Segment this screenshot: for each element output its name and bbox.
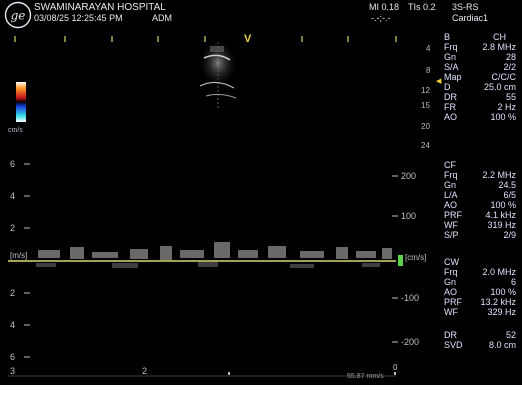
axis-left-label: 6 bbox=[10, 159, 16, 169]
param-key: S/P bbox=[444, 230, 459, 240]
param-key: S/A bbox=[444, 62, 459, 72]
param-value: 2.8 MHz bbox=[482, 42, 516, 52]
param-value: C/C/C bbox=[491, 72, 517, 82]
param-value: 25.0 cm bbox=[483, 82, 516, 92]
cw-doppler-spectrum bbox=[8, 163, 403, 377]
depth-mark-4: 4 bbox=[426, 44, 431, 53]
param-key: Frq bbox=[444, 42, 458, 52]
cw-title: CW bbox=[444, 257, 459, 267]
bmode-label: B bbox=[444, 32, 451, 42]
param-key: AO bbox=[444, 287, 458, 297]
param-value: 319 Hz bbox=[487, 220, 516, 230]
color-bar-unit: cm/s bbox=[8, 127, 23, 134]
status-dashes: -.-;-.- bbox=[371, 13, 391, 23]
param-key: DR bbox=[444, 330, 457, 340]
param-value: 6/5 bbox=[503, 190, 516, 200]
param-key: SVD bbox=[444, 340, 463, 350]
map-indicator-icon: ◀ bbox=[436, 78, 442, 85]
param-value: 52 bbox=[505, 330, 516, 340]
time-label: 2 bbox=[142, 366, 148, 376]
param-key: L/A bbox=[444, 190, 458, 200]
axis-unit-right: [cm/s] bbox=[405, 253, 427, 262]
param-value: 100 % bbox=[490, 287, 516, 297]
axis-left-label: 2 bbox=[10, 288, 16, 298]
ge-logo-icon: ge bbox=[4, 1, 32, 29]
baseline-marker bbox=[398, 255, 403, 266]
bottom-zero: 0 bbox=[393, 363, 398, 372]
param-key: D bbox=[444, 82, 451, 92]
depth-mark-24: 24 bbox=[421, 141, 430, 150]
axis-right-label: -200 bbox=[401, 337, 420, 347]
axis-left-label: 6 bbox=[10, 352, 16, 362]
tis-index: TIs 0.2 bbox=[408, 2, 436, 12]
param-value: 2/2 bbox=[503, 62, 516, 72]
depth-mark-8: 8 bbox=[426, 66, 431, 75]
preset-name: Cardiac1 bbox=[452, 13, 489, 23]
param-value: 2/9 bbox=[503, 230, 516, 240]
top-tick-markers bbox=[14, 36, 397, 42]
axis-left-label: 2 bbox=[10, 223, 16, 233]
param-key: Frq bbox=[444, 267, 458, 277]
axis-unit-left: [m/s] bbox=[10, 251, 28, 260]
exam-datetime: 03/08/25 12:25:45 PM bbox=[34, 13, 123, 23]
bmode-sector-image bbox=[198, 42, 238, 108]
mi-index: MI 0.18 bbox=[369, 2, 400, 12]
param-value: 329 Hz bbox=[487, 307, 516, 317]
param-value: 2.2 MHz bbox=[482, 170, 516, 180]
param-value: 4.1 kHz bbox=[485, 210, 516, 220]
hospital-name: SWAMINARAYAN HOSPITAL bbox=[34, 2, 166, 13]
param-value: 2.0 MHz bbox=[482, 267, 516, 277]
probe-name: 3S-RS bbox=[452, 2, 479, 12]
param-value: 2 Hz bbox=[497, 102, 516, 112]
cw-cursor-marker[interactable]: V bbox=[244, 33, 252, 45]
param-value: 24.5 bbox=[498, 180, 516, 190]
param-key: PRF bbox=[444, 210, 462, 220]
sweep-speed: 55.87 mm/s bbox=[347, 373, 384, 380]
cf-title: CF bbox=[444, 160, 456, 170]
bmode-ch: CH bbox=[493, 32, 506, 42]
axis-right-label: 200 bbox=[401, 171, 417, 181]
axis-left-label: 4 bbox=[10, 191, 16, 201]
depth-mark-15: 15 bbox=[421, 101, 430, 110]
param-key: Gn bbox=[444, 277, 457, 287]
time-label: 3 bbox=[10, 366, 16, 376]
param-value: 8.0 cm bbox=[488, 340, 516, 350]
operator-id: ADM bbox=[152, 13, 172, 23]
param-value: 28 bbox=[505, 52, 516, 62]
param-key: DR bbox=[444, 92, 457, 102]
param-value: 100 % bbox=[490, 112, 516, 122]
color-velocity-bar bbox=[16, 82, 26, 122]
param-key: FR bbox=[444, 102, 456, 112]
param-key: WF bbox=[444, 220, 458, 230]
depth-mark-20: 20 bbox=[421, 122, 430, 131]
param-key: Gn bbox=[444, 52, 457, 62]
param-key: PRF bbox=[444, 297, 462, 307]
param-key: Frq bbox=[444, 170, 458, 180]
svg-text:ge: ge bbox=[11, 9, 26, 23]
ultrasound-screen: ge SWAMINARAYAN HOSPITAL 03/08/25 12:25:… bbox=[0, 0, 522, 385]
param-key: WF bbox=[444, 307, 458, 317]
param-value: 100 % bbox=[490, 200, 516, 210]
param-value: 6 bbox=[510, 277, 516, 287]
param-key: Map bbox=[444, 72, 462, 82]
axis-right-label: -100 bbox=[401, 293, 420, 303]
axis-right-label: 100 bbox=[401, 211, 417, 221]
param-value: 13.2 kHz bbox=[480, 297, 516, 307]
depth-mark-12: 12 bbox=[421, 86, 430, 95]
bottom-border bbox=[0, 385, 522, 394]
param-key: AO bbox=[444, 112, 458, 122]
param-key: AO bbox=[444, 200, 458, 210]
param-value: 55 bbox=[505, 92, 516, 102]
param-key: Gn bbox=[444, 180, 457, 190]
axis-left-label: 4 bbox=[10, 320, 16, 330]
